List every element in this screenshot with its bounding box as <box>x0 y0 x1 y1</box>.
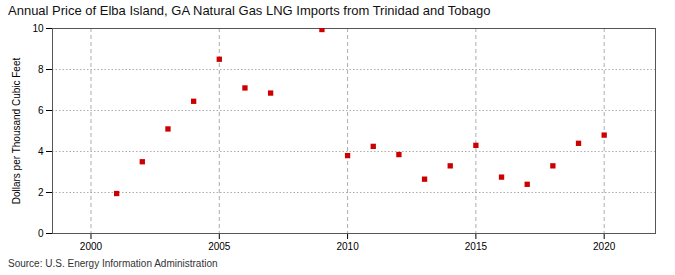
svg-text:2000: 2000 <box>80 241 103 252</box>
svg-text:8: 8 <box>38 64 44 75</box>
html-text:Annual Price of Elba Island, G: Annual Price of Elba Island, GA Natural … <box>8 3 491 18</box>
svg-text:6: 6 <box>38 105 44 116</box>
svg-text:10: 10 <box>32 23 44 34</box>
svg-text:2005: 2005 <box>208 241 231 252</box>
svg-text:0: 0 <box>38 228 44 239</box>
svg-text:2020: 2020 <box>593 241 616 252</box>
svg-text:Dollars per Thousand Cubic Fee: Dollars per Thousand Cubic Feet <box>11 58 22 205</box>
html-text:Source: U.S. Energy Informatio: Source: U.S. Energy Information Administ… <box>8 258 218 269</box>
svg-text:2015: 2015 <box>465 241 488 252</box>
svg-text:4: 4 <box>38 146 44 157</box>
svg-text:2010: 2010 <box>336 241 359 252</box>
svg-text:2: 2 <box>38 187 44 198</box>
